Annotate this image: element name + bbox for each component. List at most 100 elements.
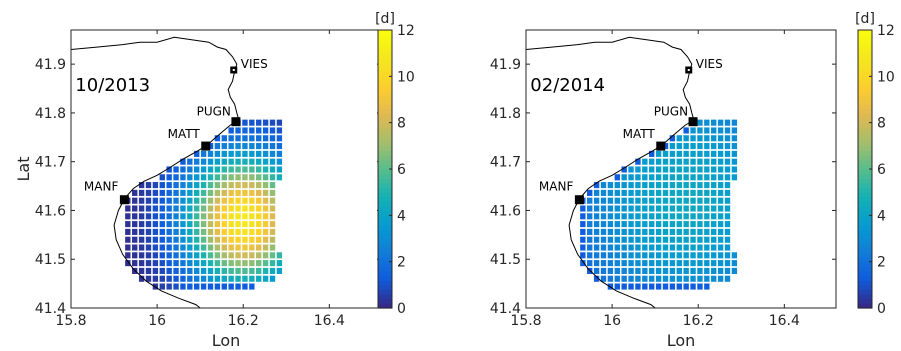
heatmap-cell: [214, 197, 221, 204]
heatmap-cell: [635, 197, 641, 204]
heatmap-cell: [249, 174, 255, 181]
heatmap-cell: [132, 228, 138, 235]
station-label: VIES: [241, 57, 268, 71]
heatmap-cell: [593, 252, 600, 259]
station-marker-dot: [687, 68, 690, 71]
heatmap-cell: [697, 213, 703, 220]
heatmap-cell: [655, 221, 662, 228]
heatmap-cell: [690, 244, 696, 251]
heatmap-cell: [600, 267, 607, 274]
heatmap-cell: [200, 158, 207, 165]
heatmap-cell: [256, 260, 262, 267]
heatmap-cell: [221, 236, 227, 243]
heatmap-cell: [649, 205, 655, 212]
colorbar-tick-label: 2: [877, 255, 886, 271]
heatmap-cell: [655, 205, 662, 212]
heatmap-cell: [642, 197, 648, 204]
heatmap-cell: [614, 221, 620, 228]
heatmap-cell: [276, 267, 283, 274]
heatmap-cell: [207, 189, 214, 196]
heatmap-cell: [621, 182, 627, 189]
heatmap-cell: [194, 150, 200, 157]
heatmap-cell: [676, 205, 682, 212]
heatmap-cell: [269, 252, 276, 259]
heatmap-cell: [587, 228, 593, 235]
heatmap-cell: [662, 283, 669, 290]
colorbar-segment: [858, 67, 872, 73]
heatmap-cell: [711, 197, 717, 204]
colorbar-segment: [858, 94, 872, 101]
heatmap-cell: [235, 275, 241, 282]
colorbar-segment: [378, 229, 392, 235]
axes-frame: [525, 29, 837, 309]
heatmap-cell: [669, 213, 676, 220]
heatmap-cell: [724, 174, 731, 181]
heatmap-cell: [249, 135, 255, 142]
heatmap-cell: [249, 267, 255, 274]
heatmap-cell: [269, 260, 276, 267]
heatmap-cell: [690, 182, 696, 189]
heatmap-cell: [138, 205, 145, 212]
heatmap-cell: [214, 166, 221, 173]
heatmap-cell: [200, 213, 207, 220]
heatmap-cell: [187, 221, 193, 228]
heatmap-cell: [187, 197, 193, 204]
heatmap-cell: [642, 174, 648, 181]
heatmap-cell: [235, 189, 241, 196]
heatmap-cell: [276, 252, 283, 259]
heatmap-cell: [717, 275, 724, 282]
colorbar-segment: [858, 303, 872, 309]
heatmap-cell: [600, 197, 607, 204]
heatmap-cell: [697, 189, 703, 196]
heatmap-cell: [662, 158, 669, 165]
heatmap-cell: [242, 127, 248, 134]
station-marker: [231, 117, 241, 127]
heatmap-cell: [683, 244, 689, 251]
colorbar-segment: [378, 99, 392, 105]
colorbar-segment: [378, 122, 392, 128]
station-marker-dot: [232, 68, 235, 71]
heatmap-cell: [724, 260, 731, 267]
heatmap-cell: [676, 252, 682, 259]
heatmap-cell: [587, 221, 593, 228]
heatmap-cell: [635, 252, 641, 259]
heatmap-cell: [600, 275, 607, 282]
heatmap-cell: [669, 182, 676, 189]
heatmap-cell: [187, 174, 193, 181]
colorbar-tick-label: 6: [877, 162, 886, 178]
heatmap-cell: [159, 228, 165, 235]
heatmap-cells: [125, 119, 283, 290]
heatmap-cell: [152, 205, 159, 212]
heatmap-cell: [662, 228, 669, 235]
colorbar-segment: [378, 210, 392, 216]
heatmap-cell: [704, 197, 710, 204]
heatmap-cell: [166, 236, 172, 243]
heatmap-cell: [276, 260, 283, 267]
heatmap-cell: [262, 252, 269, 259]
heatmap-cell: [173, 252, 179, 259]
heatmap-cell: [256, 189, 262, 196]
heatmap-cell: [621, 252, 627, 259]
heatmap-cell: [711, 127, 717, 134]
heatmap-cell: [249, 150, 255, 157]
heatmap-cell: [262, 174, 269, 181]
heatmap-cell: [145, 228, 152, 235]
heatmap-cell: [166, 275, 172, 282]
heatmap-cell: [242, 221, 248, 228]
heatmap-cell: [621, 221, 627, 228]
heatmap-cell: [580, 213, 586, 220]
coastline: [70, 36, 240, 309]
heatmap-cell: [125, 260, 131, 267]
heatmap-cell: [132, 213, 138, 220]
heatmap-cell: [262, 213, 269, 220]
heatmap-cell: [166, 174, 172, 181]
heatmap-cell: [614, 267, 620, 274]
heatmap-cell: [580, 205, 586, 212]
heatmap-cell: [180, 236, 186, 243]
heatmap-cell: [159, 174, 165, 181]
heatmap-cell: [159, 275, 165, 282]
y-tick-label: 41.9: [490, 57, 521, 73]
colorbar-segment: [858, 173, 872, 179]
heatmap-cell: [683, 197, 689, 204]
heatmap-cell: [580, 252, 586, 259]
